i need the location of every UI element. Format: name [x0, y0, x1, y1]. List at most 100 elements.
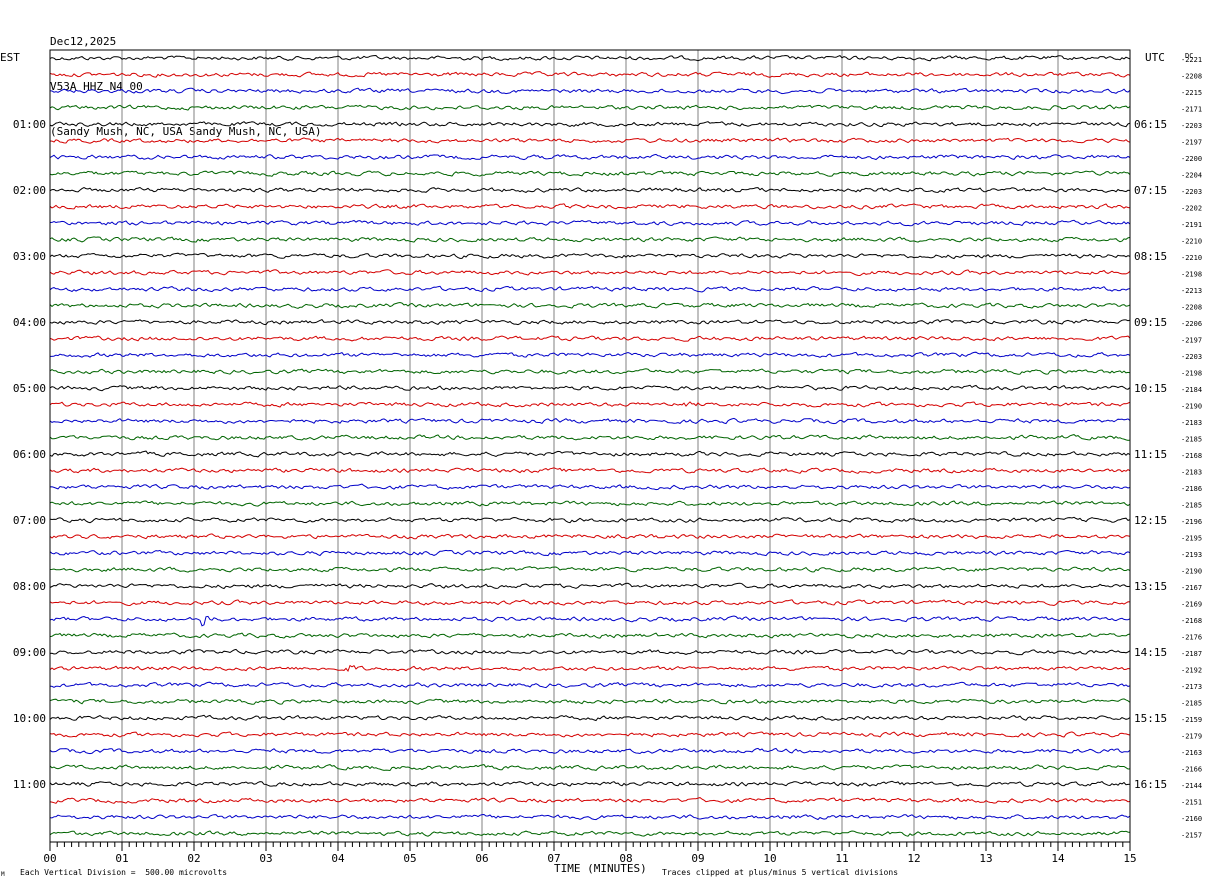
- right-hour-label: 10:15: [1134, 382, 1167, 395]
- plot-frame: [49, 49, 1131, 843]
- dc-offset-label: -2184: [1181, 386, 1202, 394]
- trace-line: [49, 780, 1131, 787]
- trace-line: [49, 203, 1131, 210]
- trace-line: [49, 516, 1131, 524]
- trace-line: [49, 137, 1131, 144]
- dc-offset-label: -2171: [1181, 106, 1202, 114]
- left-timezone-label: EST: [0, 51, 20, 64]
- trace-line: [49, 186, 1131, 193]
- right-hour-label: 13:15: [1134, 580, 1167, 593]
- x-tick-label: 04: [331, 852, 345, 865]
- trace-line: [49, 384, 1131, 392]
- dc-offset-label: -2203: [1181, 353, 1202, 361]
- dc-offset-label: -2176: [1181, 634, 1202, 642]
- dc-offset-label: -2198: [1181, 370, 1202, 378]
- dc-offset-label: -2191: [1181, 221, 1202, 229]
- dc-offset-label: -2159: [1181, 716, 1202, 724]
- trace-line: [49, 813, 1131, 821]
- dc-offset-label: -2157: [1181, 832, 1202, 840]
- trace-line: [49, 121, 1131, 128]
- dc-offset-label: -2213: [1181, 287, 1202, 295]
- trace-line: [49, 615, 1131, 627]
- right-hour-label: 11:15: [1134, 448, 1167, 461]
- station-label: V53A HHZ N4 00: [50, 80, 143, 93]
- dc-offset-label: -2203: [1181, 122, 1202, 130]
- dc-offset-label: -2185: [1181, 436, 1202, 444]
- trace-line: [49, 335, 1131, 342]
- dc-offset-label: -2151: [1181, 799, 1202, 807]
- dc-offset-label: -2193: [1181, 551, 1202, 559]
- trace-line: [49, 104, 1131, 111]
- trace-line: [49, 170, 1131, 177]
- dc-offset-label: -2206: [1181, 320, 1202, 328]
- x-tick-label: 02: [187, 852, 200, 865]
- right-hour-label: 16:15: [1134, 778, 1167, 791]
- left-hour-label: 03:00: [13, 250, 46, 263]
- x-tick-label: 08: [619, 852, 632, 865]
- trace-line: [49, 153, 1131, 161]
- dc-offset-labels: -2221 -2208 -2215 -2171 -2203 -2197 -2200 -2204…: [1181, 56, 1202, 840]
- date-label: Dec12,2025: [50, 35, 117, 48]
- dc-offset-label: -2197: [1181, 337, 1202, 345]
- x-tick-label: 03: [259, 852, 272, 865]
- trace-line: [50, 351, 1131, 358]
- left-hour-labels: 01:00 02:00 03:00 04:00 05:00 06:00 07:00 08:00…: [13, 118, 46, 791]
- x-tick-label: 10: [763, 852, 776, 865]
- x-tick-label: 00: [43, 852, 56, 865]
- trace-line: [49, 582, 1131, 590]
- dc-offset-label: -2196: [1181, 518, 1202, 526]
- trace-line: [49, 483, 1131, 491]
- trace-line: [49, 417, 1131, 425]
- trace-line: [49, 731, 1131, 738]
- dc-header-label: DC: [1185, 52, 1193, 60]
- dc-offset-label: -2190: [1181, 403, 1202, 411]
- x-tick-label: 13: [979, 852, 992, 865]
- x-tick-label: 15: [1123, 852, 1136, 865]
- dc-offset-label: -2208: [1181, 73, 1202, 81]
- trace-line: [49, 747, 1131, 755]
- trace-line: [49, 549, 1131, 557]
- dc-offset-label: -2167: [1181, 584, 1202, 592]
- dc-offset-label: -2186: [1181, 485, 1202, 493]
- right-hour-label: 12:15: [1134, 514, 1167, 527]
- dc-offset-label: -2204: [1181, 172, 1202, 180]
- x-axis-ticks: 00 01 02 03 04 05 06 07 08 09 10 11 12 13 14 15: [43, 842, 1137, 865]
- dc-offset-label: -2169: [1181, 601, 1202, 609]
- dc-offset-label: -2208: [1181, 304, 1202, 312]
- left-hour-label: 04:00: [13, 316, 46, 329]
- trace-line: [49, 401, 1131, 408]
- right-timezone-label: UTC: [1145, 51, 1165, 64]
- x-axis-title: TIME (MINUTES): [554, 862, 647, 875]
- minute-grid: [121, 50, 1059, 842]
- trace-line: [49, 368, 1131, 375]
- trace-line: [49, 632, 1131, 639]
- trace-line: [49, 87, 1131, 95]
- right-hour-label: 09:15: [1134, 316, 1167, 329]
- dc-offset-label: -2197: [1181, 139, 1202, 147]
- dc-offset-label: -2185: [1181, 700, 1202, 708]
- trace-line: [49, 714, 1131, 722]
- dc-offset-label: -2144: [1181, 782, 1202, 790]
- left-hour-label: 06:00: [13, 448, 46, 461]
- left-hour-label: 11:00: [13, 778, 46, 791]
- left-hour-label: 10:00: [13, 712, 46, 725]
- trace-line: [49, 269, 1131, 277]
- trace-line: [49, 301, 1131, 309]
- dc-offset-label: -2195: [1181, 535, 1202, 543]
- trace-line: [49, 318, 1131, 326]
- trace-line: [49, 467, 1131, 474]
- trace-line: [49, 71, 1131, 78]
- trace-line: [49, 797, 1131, 804]
- trace-line: [49, 533, 1131, 540]
- trace-line: [49, 698, 1131, 705]
- header-block: Dec12,2025 V53A HHZ N4 00 (Sandy Mush, N…: [50, 4, 322, 154]
- x-tick-label: 06: [475, 852, 488, 865]
- right-hour-labels: 06:15 07:15 08:15 09:15 10:15 11:15 12:15 13:15…: [1134, 118, 1167, 791]
- trace-line: [49, 648, 1131, 656]
- x-tick-label: 14: [1051, 852, 1065, 865]
- x-tick-label: 01: [115, 852, 128, 865]
- seismic-traces: [49, 54, 1131, 837]
- right-hour-label: 08:15: [1134, 250, 1167, 263]
- dc-offset-label: -2203: [1181, 188, 1202, 196]
